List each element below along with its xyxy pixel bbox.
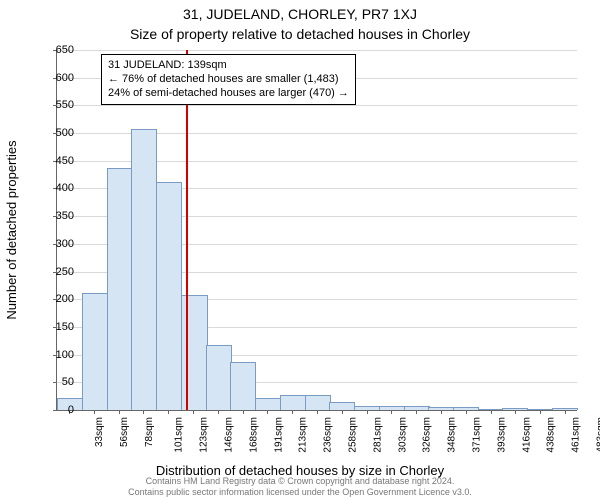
- xtick-mark: [367, 410, 368, 414]
- plot-area: 31 JUDELAND: 139sqm← 76% of detached hou…: [56, 50, 577, 411]
- annotation-line: ← 76% of detached houses are smaller (1,…: [108, 73, 349, 87]
- xtick-mark: [292, 410, 293, 414]
- histogram-bar: [82, 293, 108, 410]
- ytick-label: 100: [34, 349, 74, 361]
- ytick-label: 450: [34, 155, 74, 167]
- ytick-label: 350: [34, 210, 74, 222]
- xtick-label: 56sqm: [119, 417, 130, 447]
- ytick-label: 200: [34, 293, 74, 305]
- histogram-bar: [230, 362, 256, 410]
- xtick-mark: [342, 410, 343, 414]
- annotation-line: 24% of semi-detached houses are larger (…: [108, 87, 349, 101]
- xtick-label: 33sqm: [94, 417, 105, 447]
- xtick-mark: [491, 410, 492, 414]
- ytick-label: 500: [34, 127, 74, 139]
- histogram-bar: [156, 182, 182, 410]
- xtick-mark: [143, 410, 144, 414]
- ytick-label: 150: [34, 321, 74, 333]
- xtick-label: 326sqm: [422, 417, 433, 453]
- xtick-label: 281sqm: [372, 417, 383, 453]
- ytick-label: 400: [34, 182, 74, 194]
- xtick-label: 438sqm: [546, 417, 557, 453]
- xtick-label: 258sqm: [348, 417, 359, 453]
- histogram-bar: [329, 402, 355, 410]
- chart-subtitle: Size of property relative to detached ho…: [0, 26, 600, 42]
- xtick-label: 101sqm: [174, 417, 185, 453]
- xtick-mark: [416, 410, 417, 414]
- xtick-label: 461sqm: [571, 417, 582, 453]
- xtick-label: 393sqm: [496, 417, 507, 453]
- xtick-label: 213sqm: [298, 417, 309, 453]
- ytick-label: 250: [34, 266, 74, 278]
- xtick-mark: [119, 410, 120, 414]
- footer-line-1: Contains HM Land Registry data © Crown c…: [0, 476, 600, 487]
- xtick-mark: [193, 410, 194, 414]
- ytick-label: 650: [34, 44, 74, 56]
- xtick-mark: [441, 410, 442, 414]
- histogram-bar: [206, 345, 232, 410]
- xtick-mark: [466, 410, 467, 414]
- y-axis-label: Number of detached properties: [4, 140, 19, 319]
- xtick-label: 416sqm: [521, 417, 532, 453]
- xtick-mark: [391, 410, 392, 414]
- xtick-mark: [218, 410, 219, 414]
- histogram-bar: [131, 129, 157, 410]
- histogram-bar: [280, 395, 306, 410]
- xtick-label: 371sqm: [472, 417, 483, 453]
- xtick-label: 303sqm: [397, 417, 408, 453]
- xtick-label: 236sqm: [323, 417, 334, 453]
- xtick-label: 168sqm: [248, 417, 259, 453]
- histogram-bar: [107, 168, 133, 410]
- xtick-label: 123sqm: [199, 417, 210, 453]
- xtick-mark: [94, 410, 95, 414]
- xtick-mark: [540, 410, 541, 414]
- xtick-label: 146sqm: [224, 417, 235, 453]
- histogram-bar: [255, 398, 281, 410]
- chart-title: 31, JUDELAND, CHORLEY, PR7 1XJ: [0, 6, 600, 22]
- histogram-chart: 31, JUDELAND, CHORLEY, PR7 1XJ Size of p…: [0, 0, 600, 500]
- xtick-label: 191sqm: [273, 417, 284, 453]
- xtick-label: 78sqm: [144, 417, 155, 447]
- footer-attribution: Contains HM Land Registry data © Crown c…: [0, 476, 600, 498]
- xtick-mark: [565, 410, 566, 414]
- gridline-h: [57, 50, 577, 51]
- ytick-label: 0: [34, 404, 74, 416]
- xtick-mark: [168, 410, 169, 414]
- xtick-mark: [515, 410, 516, 414]
- histogram-bar: [354, 406, 380, 410]
- histogram-bar: [404, 406, 430, 410]
- ytick-label: 50: [34, 376, 74, 388]
- ytick-label: 550: [34, 99, 74, 111]
- xtick-mark: [267, 410, 268, 414]
- xtick-mark: [317, 410, 318, 414]
- gridline-h: [57, 105, 577, 106]
- histogram-bar: [305, 395, 331, 410]
- xtick-label: 348sqm: [447, 417, 458, 453]
- ytick-label: 600: [34, 72, 74, 84]
- ytick-label: 300: [34, 238, 74, 250]
- xtick-mark: [243, 410, 244, 414]
- annotation-line: 31 JUDELAND: 139sqm: [108, 59, 349, 73]
- footer-line-2: Contains public sector information licen…: [0, 487, 600, 498]
- xtick-label: 483sqm: [595, 417, 600, 453]
- annotation-box: 31 JUDELAND: 139sqm← 76% of detached hou…: [101, 54, 356, 105]
